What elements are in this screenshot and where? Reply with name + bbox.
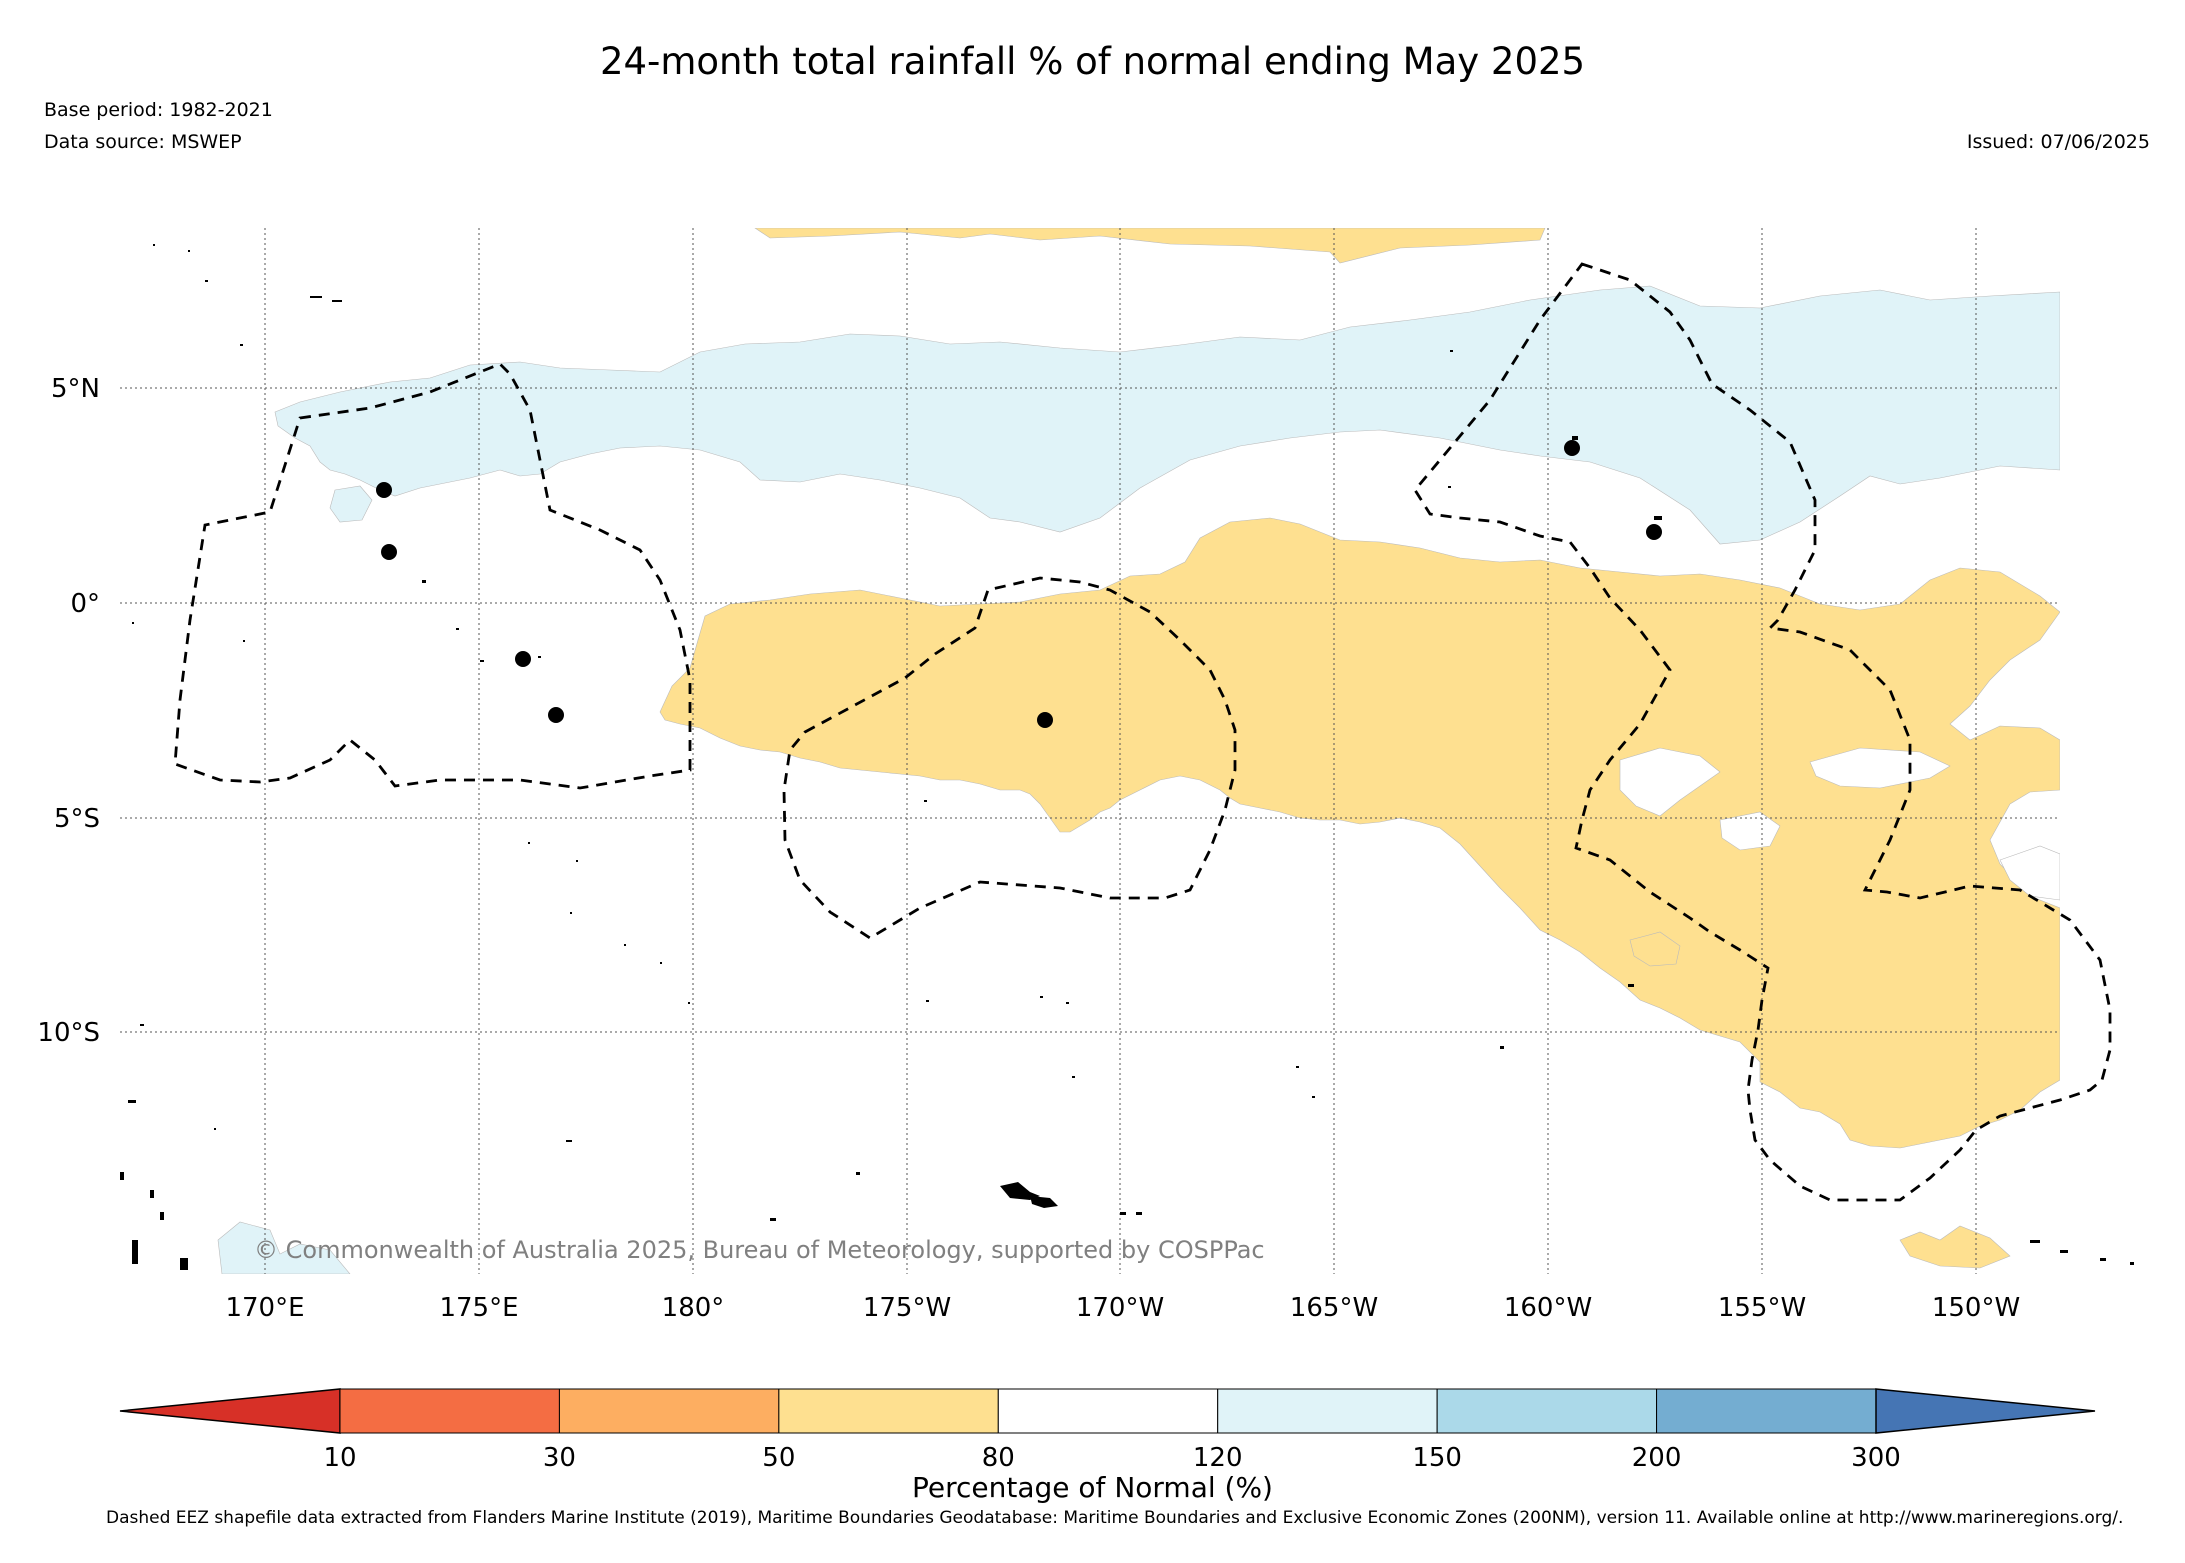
normal-pocket-2 bbox=[1809, 747, 1951, 789]
colorbar-segment bbox=[1217, 1388, 1438, 1434]
colorbar-segment bbox=[1436, 1388, 1658, 1434]
colorbar-segment bbox=[339, 1388, 560, 1434]
lat-label-10s: 10°S bbox=[37, 1018, 100, 1048]
colorbar-tick-label: 50 bbox=[762, 1443, 795, 1473]
lon-label-150w: 150°W bbox=[1932, 1293, 2020, 1323]
wet-region-band bbox=[274, 285, 2060, 545]
map-fields bbox=[217, 228, 2060, 1274]
colorbar-segment bbox=[558, 1388, 780, 1434]
lon-label-170w: 170°W bbox=[1076, 1293, 1164, 1323]
latitude-labels: 5°N 0° 5°S 10°S bbox=[37, 374, 100, 1048]
islet-outlines bbox=[120, 244, 2134, 1270]
colorbar-tick-label: 10 bbox=[323, 1443, 356, 1473]
lon-label-155w: 155°W bbox=[1718, 1293, 1806, 1323]
issued-date: Issued: 07/06/2025 bbox=[1966, 131, 2150, 153]
normal-pocket-4 bbox=[1999, 845, 2060, 901]
colorbar-segment bbox=[778, 1388, 999, 1434]
island-markers bbox=[376, 440, 1662, 1208]
data-source: Data source: MSWEP bbox=[44, 131, 242, 153]
eez-phoenix bbox=[782, 576, 1237, 940]
colorbar-tick-label: 80 bbox=[982, 1443, 1015, 1473]
dry-region-islet-2 bbox=[1899, 1225, 2011, 1269]
wet-region-islet bbox=[329, 485, 373, 523]
longitude-labels: 170°E 175°E 180° 175°W 170°W 165°W 160°W… bbox=[225, 1293, 2020, 1323]
colorbar-tick-label: 30 bbox=[543, 1443, 576, 1473]
dry-region-equatorial bbox=[659, 517, 2060, 1149]
lon-label-180: 180° bbox=[662, 1293, 725, 1323]
lon-label-170e: 170°E bbox=[225, 1293, 304, 1323]
dry-region-islet bbox=[1629, 931, 1681, 967]
lat-label-5n: 5°N bbox=[51, 374, 100, 404]
lon-label-175e: 175°E bbox=[439, 1293, 518, 1323]
lat-label-0: 0° bbox=[70, 589, 100, 619]
lon-label-165w: 165°W bbox=[1290, 1293, 1378, 1323]
colorbar: 10 30 50 80 120 150 200 300 bbox=[119, 1388, 2096, 1473]
graticule bbox=[120, 228, 2060, 1274]
copyright-notice: © Commonwealth of Australia 2025, Bureau… bbox=[254, 1236, 1265, 1264]
colorbar-segment-below-min bbox=[119, 1388, 341, 1434]
colorbar-tick-label: 300 bbox=[1851, 1443, 1901, 1473]
colorbar-segment bbox=[997, 1388, 1219, 1434]
lon-label-160w: 160°W bbox=[1504, 1293, 1592, 1323]
map-title: 24-month total rainfall % of normal endi… bbox=[599, 40, 1586, 83]
wet-region-southwest bbox=[217, 1221, 351, 1274]
colorbar-tick-label: 200 bbox=[1632, 1443, 1682, 1473]
colorbar-tick-label: 150 bbox=[1412, 1443, 1462, 1473]
normal-pocket-3 bbox=[1719, 811, 1781, 851]
normal-pocket-1 bbox=[1619, 747, 1721, 817]
colorbar-tick-label: 120 bbox=[1193, 1443, 1243, 1473]
footnote: Dashed EEZ shapefile data extracted from… bbox=[106, 1508, 2124, 1528]
colorbar-label: Percentage of Normal (%) bbox=[912, 1471, 1273, 1504]
eez-kiribati-gilbert bbox=[173, 362, 692, 790]
colorbar-segment-above-max bbox=[1875, 1388, 2096, 1434]
lat-label-5s: 5°S bbox=[54, 804, 100, 834]
colorbar-segment bbox=[1656, 1388, 1877, 1434]
base-period: Base period: 1982-2021 bbox=[44, 99, 273, 121]
eez-boundaries bbox=[173, 262, 2112, 1202]
dry-region-north bbox=[754, 228, 1546, 264]
lon-label-175w: 175°W bbox=[863, 1293, 951, 1323]
eez-line-islands bbox=[1413, 262, 2112, 1202]
